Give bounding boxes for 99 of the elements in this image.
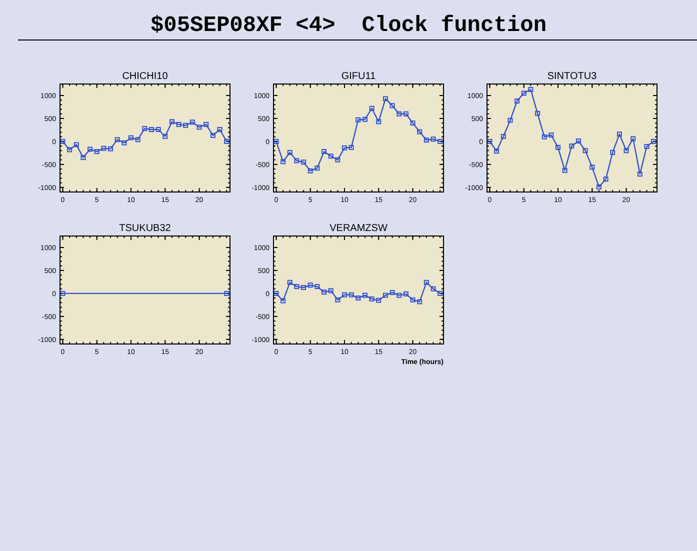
point xyxy=(590,164,595,170)
point xyxy=(356,296,361,301)
point xyxy=(183,122,188,128)
point xyxy=(162,134,168,139)
point xyxy=(294,284,300,290)
point xyxy=(610,150,616,155)
point xyxy=(362,292,368,298)
point xyxy=(410,297,416,302)
point xyxy=(396,111,402,116)
point xyxy=(644,144,650,149)
point xyxy=(196,124,202,130)
point xyxy=(521,90,526,96)
point xyxy=(382,292,388,298)
point xyxy=(156,127,161,132)
point xyxy=(624,148,629,154)
point xyxy=(356,117,361,122)
point xyxy=(101,146,106,151)
point xyxy=(314,284,320,290)
point xyxy=(308,282,313,288)
point xyxy=(217,127,222,132)
point xyxy=(335,157,340,162)
point xyxy=(576,138,581,144)
point xyxy=(88,146,93,152)
point xyxy=(328,288,334,294)
point xyxy=(67,147,72,152)
point xyxy=(535,110,540,116)
point xyxy=(403,291,408,296)
point xyxy=(562,168,568,173)
text: $05SEP08XF <4> Clock function xyxy=(150,13,547,38)
chart-title: VERAMZSW xyxy=(330,223,388,234)
point xyxy=(301,284,306,290)
chart-title: GIFU11 xyxy=(341,71,376,82)
point xyxy=(348,292,354,298)
point xyxy=(348,144,354,150)
point xyxy=(122,140,127,146)
point xyxy=(142,126,148,132)
point xyxy=(508,118,513,123)
point xyxy=(528,87,534,92)
point xyxy=(376,298,382,303)
point xyxy=(280,159,286,164)
point xyxy=(169,119,174,124)
point xyxy=(280,298,286,304)
point xyxy=(190,120,195,125)
point xyxy=(424,138,429,143)
point xyxy=(548,132,554,138)
point xyxy=(603,176,608,182)
point xyxy=(322,149,327,154)
line-series xyxy=(60,119,230,160)
point xyxy=(390,290,395,296)
point xyxy=(342,145,348,150)
point xyxy=(114,137,120,142)
point xyxy=(430,286,436,292)
point xyxy=(582,148,588,154)
point xyxy=(148,127,154,132)
point xyxy=(314,166,320,171)
point xyxy=(369,296,374,302)
point xyxy=(362,116,368,122)
point xyxy=(410,120,416,126)
point xyxy=(322,290,327,295)
point xyxy=(94,149,100,154)
point xyxy=(128,135,134,140)
point xyxy=(417,129,422,134)
point xyxy=(556,144,561,150)
point xyxy=(514,98,520,104)
point xyxy=(500,134,506,139)
point xyxy=(204,122,209,127)
point xyxy=(342,292,348,298)
point xyxy=(542,134,547,140)
point xyxy=(294,158,300,164)
chart-title: SINTOTU3 xyxy=(547,71,598,82)
point xyxy=(369,106,374,111)
point xyxy=(287,150,292,155)
point xyxy=(74,142,79,148)
point xyxy=(108,146,114,152)
chart-title: CHICHI10 xyxy=(122,71,168,82)
point xyxy=(287,280,292,285)
point xyxy=(403,111,408,116)
point xyxy=(616,132,622,137)
point xyxy=(430,136,436,142)
point xyxy=(630,136,636,142)
point xyxy=(569,144,574,149)
point xyxy=(210,132,216,138)
point xyxy=(376,119,382,124)
point xyxy=(301,160,306,165)
point xyxy=(328,154,334,159)
point xyxy=(424,280,429,285)
point xyxy=(80,155,86,160)
point xyxy=(596,184,602,190)
point xyxy=(417,299,422,304)
point xyxy=(494,148,500,154)
chart-title: TSUKUB32 xyxy=(119,223,172,234)
point xyxy=(308,168,313,174)
point xyxy=(390,103,395,108)
point xyxy=(396,292,402,298)
point xyxy=(176,122,182,127)
point xyxy=(335,297,340,302)
point xyxy=(637,172,642,177)
point xyxy=(135,137,140,142)
point xyxy=(382,96,388,102)
